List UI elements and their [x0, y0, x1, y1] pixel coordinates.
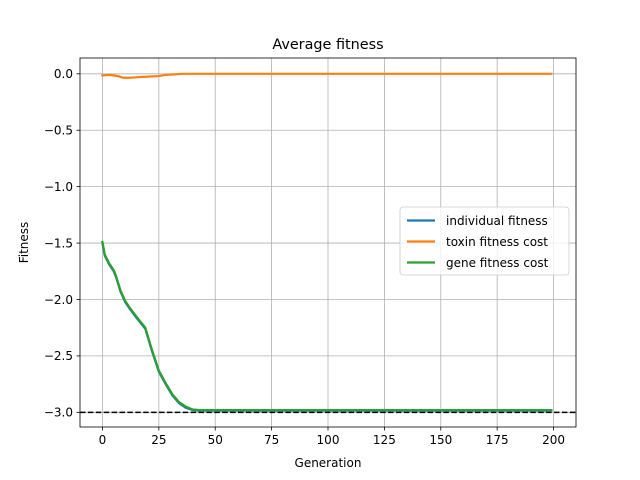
- x-tick-label: 0: [99, 433, 107, 447]
- legend-label: toxin fitness cost: [446, 235, 548, 249]
- x-tick-label: 75: [264, 433, 279, 447]
- y-tick-label: −2.5: [44, 349, 73, 363]
- series-line-gene-fitness-cost: [101, 240, 553, 412]
- y-axis-ticks: 0.0 −0.5 −1.0 −1.5 −2.0 −2.5 −3.0: [44, 67, 80, 420]
- x-tick-label: 200: [542, 433, 565, 447]
- y-axis-label: Fitness: [17, 222, 31, 264]
- y-tick-label: −2.0: [44, 293, 73, 307]
- legend-label: gene fitness cost: [446, 256, 549, 270]
- x-axis-label: Generation: [295, 456, 362, 470]
- y-tick-label: −1.5: [44, 236, 73, 250]
- y-tick-label: −1.0: [44, 180, 73, 194]
- legend-box: [399, 206, 570, 276]
- x-tick-label: 50: [208, 433, 223, 447]
- x-tick-label: 125: [373, 433, 396, 447]
- x-tick-label: 150: [429, 433, 452, 447]
- series-layer: [101, 72, 553, 412]
- y-tick-label: 0.0: [54, 67, 73, 81]
- x-tick-label: 25: [151, 433, 166, 447]
- y-tick-label: −0.5: [44, 124, 73, 138]
- legend-label: individual fitness: [446, 214, 548, 228]
- x-tick-label: 175: [486, 433, 509, 447]
- y-tick-label: −3.0: [44, 406, 73, 420]
- chart-title: Average fitness: [272, 37, 383, 53]
- x-axis-ticks: 0 25 50 75 100 125 150 175 200: [99, 427, 565, 447]
- x-tick-label: 100: [317, 433, 340, 447]
- series-line-toxin-fitness-cost: [101, 72, 553, 79]
- legend: individual fitness toxin fitness cost gene…: [399, 206, 570, 276]
